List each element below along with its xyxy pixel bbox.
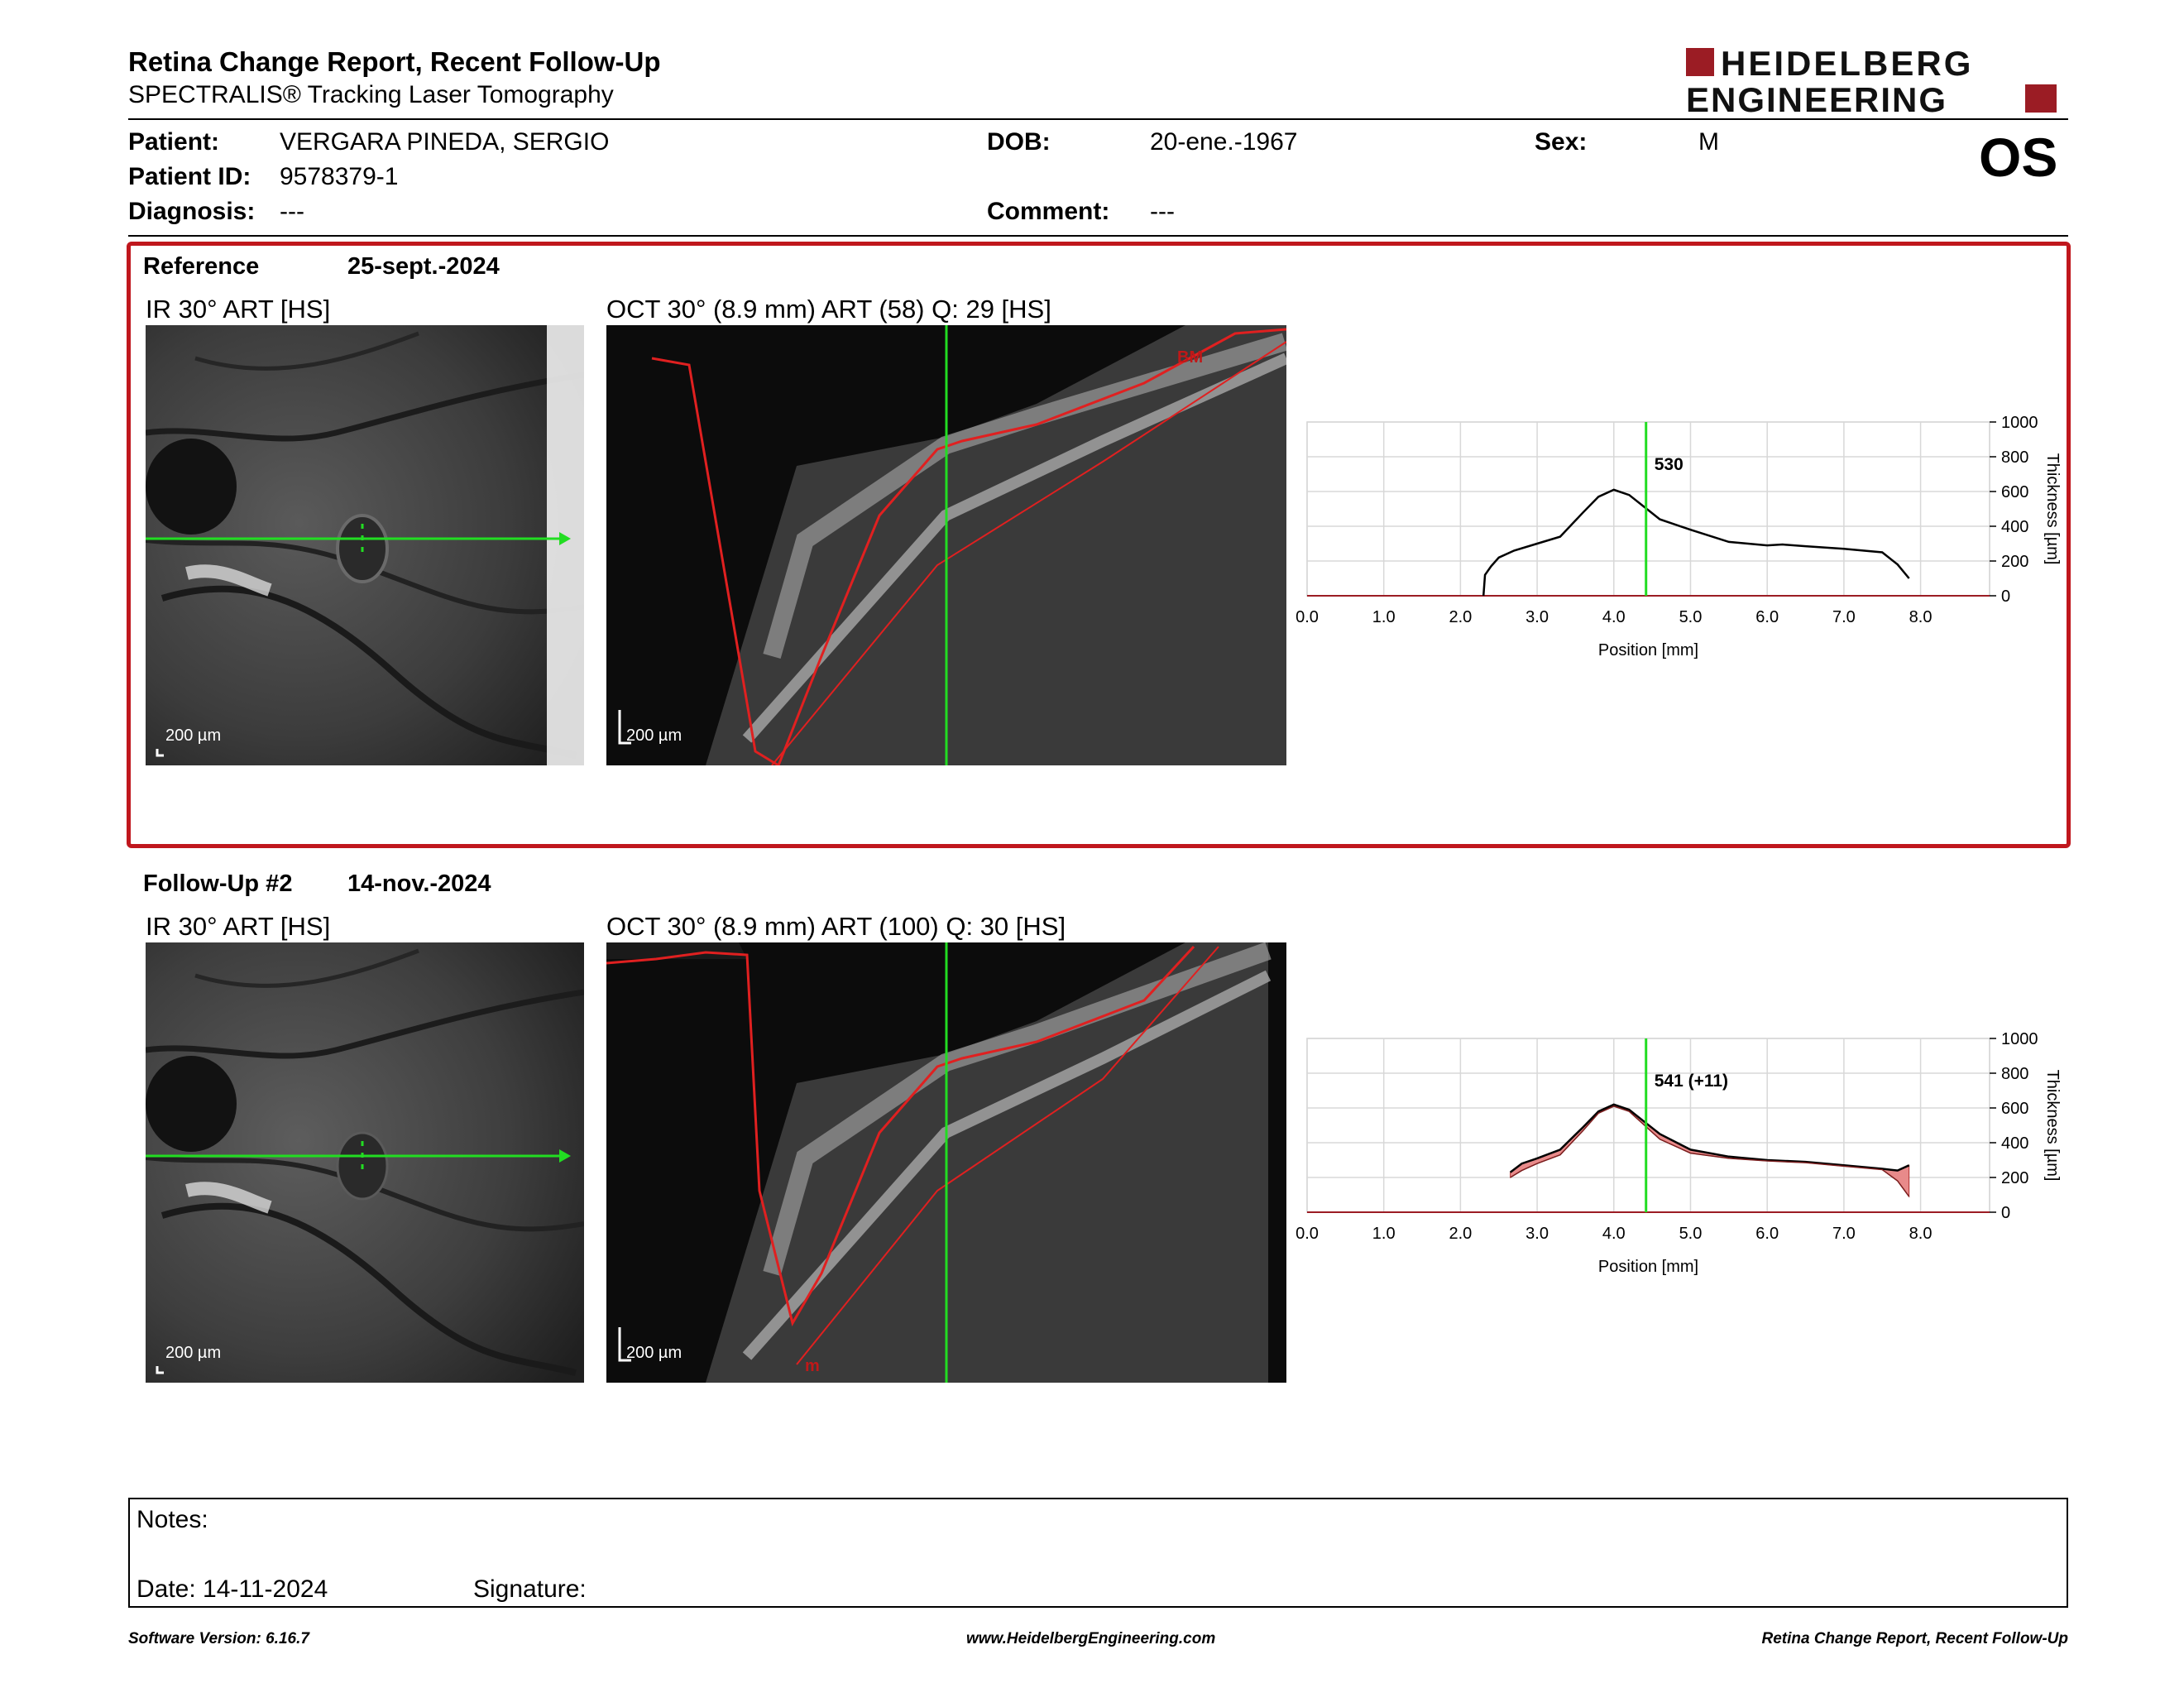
x-tick-label: 4.0 <box>1602 1225 1626 1243</box>
eye-indicator: OS <box>1979 127 2058 188</box>
report-title: Retina Change Report, Recent Follow-Up <box>128 46 661 77</box>
x-tick-label: 5.0 <box>1679 608 1703 626</box>
heidelberg-logo: HEIDELBERG ENGINEERING <box>1686 44 2063 119</box>
dob-value: 20-ene.-1967 <box>1150 128 1298 156</box>
x-tick-label: 1.0 <box>1372 608 1396 626</box>
notes-date: Date: 14-11-2024 <box>136 1575 328 1603</box>
cursor-thickness-label: 530 <box>1655 455 1684 474</box>
x-tick-label: 0.0 <box>1296 1225 1319 1243</box>
x-tick-label: 5.0 <box>1679 1225 1703 1243</box>
oct-bscan: m <box>606 942 1286 1383</box>
logo-square-bottom <box>2025 84 2057 113</box>
y-tick-label: 600 <box>2001 1100 2028 1118</box>
x-tick-label: 4.0 <box>1602 608 1626 626</box>
x-tick-label: 8.0 <box>1909 608 1933 626</box>
notes-label: Notes: <box>136 1506 208 1533</box>
patient-name: VERGARA PINEDA, SERGIO <box>280 128 610 156</box>
reference-chart-svg: 0 200 400 600 800 1000 0.0 1.0 2.0 3.0 4.0 5.0 6.0 7.… <box>1296 414 2062 659</box>
y-tick-label: 200 <box>2001 1169 2028 1187</box>
patient-id-label: Patient ID: <box>128 163 251 190</box>
y-tick-label: 1000 <box>2001 1030 2038 1048</box>
reference-date: 25-sept.-2024 <box>347 253 500 280</box>
x-tick-label: 6.0 <box>1755 608 1779 626</box>
followup-thickness-chart: 0 200 400 600 800 1000 0.0 1.0 2.0 3.0 4.0 5.0 6.0 7.… <box>1291 1030 2085 1295</box>
y-tick-label: 0 <box>2001 587 2010 606</box>
followup-ir-image[interactable]: 200 µm <box>146 942 584 1383</box>
reference-label: Reference <box>143 253 260 280</box>
x-tick-label: 8.0 <box>1909 1225 1933 1243</box>
followup-oct-tag: m <box>805 1357 820 1375</box>
comment-value: --- <box>1150 198 1175 225</box>
fundus-image <box>146 325 584 765</box>
x-tick-label: 7.0 <box>1832 608 1856 626</box>
y-axis-label: Thickness [µm] <box>2043 453 2062 565</box>
dob-label: DOB: <box>987 128 1051 156</box>
reference-ir-image[interactable]: 200 µm <box>146 325 584 765</box>
thickness-series-line <box>1509 1103 1910 1173</box>
reference-oct-caption: OCT 30° (8.9 mm) ART (58) Q: 29 [HS] <box>606 295 1051 324</box>
reference-oct-image[interactable]: BM 200 µm <box>606 325 1286 765</box>
y-tick-label: 400 <box>2001 1134 2028 1153</box>
patient-id: 9578379-1 <box>280 163 399 190</box>
followup-chart-svg: 0 200 400 600 800 1000 0.0 1.0 2.0 3.0 4.0 5.0 6.0 7.… <box>1296 1030 2062 1276</box>
y-axis-label: Thickness [µm] <box>2043 1070 2062 1182</box>
y-tick-label: 0 <box>2001 1204 2010 1222</box>
reference-thickness-chart: 0 200 400 600 800 1000 0.0 1.0 2.0 3.0 4.0 5.0 6.0 7.… <box>1291 414 2085 679</box>
y-tick-label: 800 <box>2001 448 2028 467</box>
x-tick-label: 2.0 <box>1449 608 1472 626</box>
sex-value: M <box>1698 128 1719 156</box>
signature-label: Signature: <box>473 1575 587 1603</box>
x-axis-label: Position [mm] <box>1598 641 1698 659</box>
followup-label: Follow-Up #2 <box>143 870 293 897</box>
notes-box: Notes: Date: 14-11-2024 Signature: <box>128 1498 2068 1608</box>
footer-software-version: Software Version: 6.16.7 <box>128 1630 309 1647</box>
comment-label: Comment: <box>987 198 1110 225</box>
x-axis-label: Position [mm] <box>1598 1258 1698 1276</box>
header-rule-bottom <box>128 235 2068 237</box>
reference-ir-scale: 200 µm <box>165 727 222 745</box>
header-rule-top <box>128 118 2068 120</box>
followup-ir-caption: IR 30° ART [HS] <box>146 912 331 941</box>
thickness-series-line <box>1482 488 1910 597</box>
diagnosis-label: Diagnosis: <box>128 198 256 225</box>
x-tick-label: 0.0 <box>1296 608 1319 626</box>
logo-text-heidelberg: HEIDELBERG <box>1721 45 1973 83</box>
x-tick-label: 6.0 <box>1755 1225 1779 1243</box>
y-tick-label: 200 <box>2001 553 2028 571</box>
footer-website[interactable]: www.HeidelbergEngineering.com <box>966 1630 1216 1647</box>
x-tick-label: 3.0 <box>1525 1225 1549 1243</box>
fundus-image <box>146 942 584 1383</box>
followup-oct-caption: OCT 30° (8.9 mm) ART (100) Q: 30 [HS] <box>606 912 1066 941</box>
y-tick-label: 800 <box>2001 1065 2028 1083</box>
diagnosis-value: --- <box>280 198 304 225</box>
y-tick-label: 400 <box>2001 518 2028 536</box>
y-tick-label: 600 <box>2001 483 2028 501</box>
reference-oct-scale: 200 µm <box>626 727 682 745</box>
report-subtitle: SPECTRALIS® Tracking Laser Tomography <box>128 81 614 108</box>
logo-graphic: HEIDELBERG ENGINEERING <box>1686 44 2057 119</box>
followup-oct-image[interactable]: m 200 µm <box>606 942 1286 1383</box>
footer-report-name: Retina Change Report, Recent Follow-Up <box>1761 1630 2068 1647</box>
reference-oct-tag: BM <box>1177 348 1203 367</box>
followup-date: 14-nov.-2024 <box>347 870 491 897</box>
thickness-series-line <box>1510 1105 1910 1197</box>
reference-ir-caption: IR 30° ART [HS] <box>146 295 331 324</box>
followup-ir-scale: 200 µm <box>165 1344 222 1362</box>
cursor-thickness-label: 541 (+11) <box>1655 1072 1728 1091</box>
oct-bscan: BM <box>606 325 1286 765</box>
followup-oct-scale: 200 µm <box>626 1344 682 1362</box>
logo-square-top <box>1686 48 1714 76</box>
x-tick-label: 2.0 <box>1449 1225 1472 1243</box>
x-tick-label: 1.0 <box>1372 1225 1396 1243</box>
y-tick-label: 1000 <box>2001 414 2038 432</box>
x-tick-label: 7.0 <box>1832 1225 1856 1243</box>
sex-label: Sex: <box>1535 128 1588 156</box>
logo-text-engineering: ENGINEERING <box>1686 80 1947 116</box>
x-tick-label: 3.0 <box>1525 608 1549 626</box>
reference-section <box>127 242 2071 848</box>
patient-label: Patient: <box>128 128 220 156</box>
